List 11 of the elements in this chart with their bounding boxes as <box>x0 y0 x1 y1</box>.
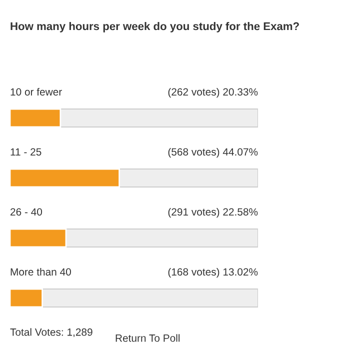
y-tick-label: 26 - 40 <box>10 208 42 216</box>
y-tick-label: 10 or fewer <box>10 88 62 96</box>
data-label: (568 votes) 44.07% <box>168 148 258 158</box>
text: Return To Poll <box>116 334 180 342</box>
y-tick-label: More than 40 <box>10 268 71 276</box>
data-label: (168 votes) 13.02% <box>168 268 258 278</box>
data-label: (291 votes) 22.58% <box>168 208 258 218</box>
data-label: (262 votes) 20.33% <box>168 88 258 98</box>
y-tick-label: 11 - 25 <box>10 148 42 156</box>
chart-title: How many hours per week do you study for the Exam? <box>10 22 299 32</box>
text: Total Votes: 1,289 <box>10 328 92 338</box>
